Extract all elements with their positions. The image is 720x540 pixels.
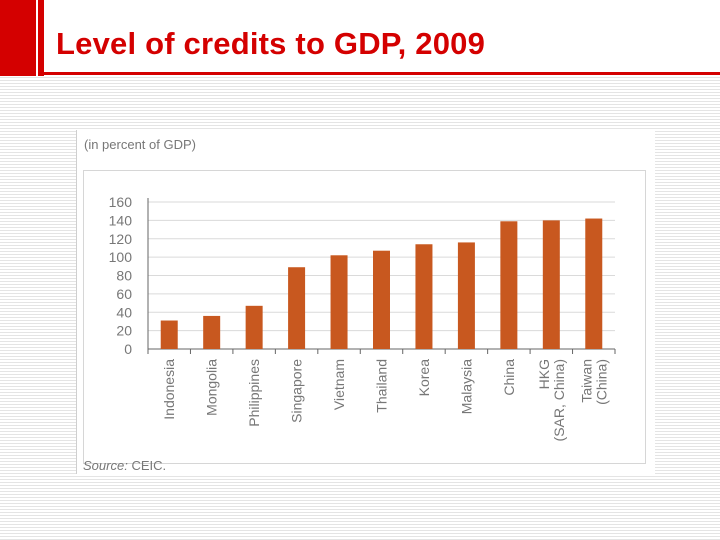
x-category-label: Thailand: [374, 359, 390, 413]
bar: [415, 244, 433, 349]
bar-chart: 0 20 40 60 80 100 120 140 160 Indonesia Mongolia Ph…: [109, 194, 616, 441]
chart-unit-note: (in percent of GDP): [84, 137, 196, 152]
x-category-label: Mongolia: [204, 359, 220, 416]
bar: [288, 267, 306, 349]
title-underline: [44, 72, 720, 75]
x-category-label: (China): [593, 359, 609, 405]
chart-panel: (in percent of GDP) Source: CEIC. 0 20 40 6…: [76, 130, 655, 474]
x-category-label: Korea: [416, 359, 432, 397]
x-category-label: HKG: [536, 359, 552, 389]
bar: [330, 255, 348, 349]
slide-title: Level of credits to GDP, 2009: [56, 26, 486, 61]
accent-block: [0, 0, 44, 76]
source-text: CEIC.: [131, 458, 167, 473]
title-band: [0, 0, 720, 76]
x-category-label: China: [501, 359, 517, 396]
chart-source: Source: CEIC.: [83, 458, 166, 473]
y-tick-label: 160: [109, 194, 133, 210]
x-category-label: Taiwan: [578, 359, 594, 403]
bar: [457, 242, 475, 349]
y-tick-label: 40: [116, 304, 132, 320]
bar: [160, 320, 178, 349]
source-label: Source:: [83, 458, 128, 473]
bar: [542, 220, 560, 349]
y-tick-label: 100: [109, 249, 133, 265]
x-category-label: Malaysia: [458, 359, 474, 414]
chart-frame: [83, 170, 646, 464]
x-category-label: (SAR, China): [551, 359, 567, 441]
bar: [203, 315, 221, 349]
x-category-label: Indonesia: [161, 359, 177, 420]
y-tick-label: 80: [116, 268, 132, 284]
y-tick-label: 20: [116, 323, 132, 339]
bar: [245, 305, 263, 349]
bar: [585, 218, 603, 349]
y-tick-label: 60: [116, 286, 132, 302]
bar: [373, 250, 390, 349]
y-tick-label: 140: [109, 212, 133, 228]
x-category-label: Philippines: [246, 359, 262, 427]
x-category-label: Singapore: [289, 359, 305, 423]
bar: [500, 221, 518, 349]
y-tick-label: 0: [124, 341, 132, 357]
y-tick-label: 120: [109, 231, 133, 247]
x-category-label: Vietnam: [331, 359, 347, 410]
